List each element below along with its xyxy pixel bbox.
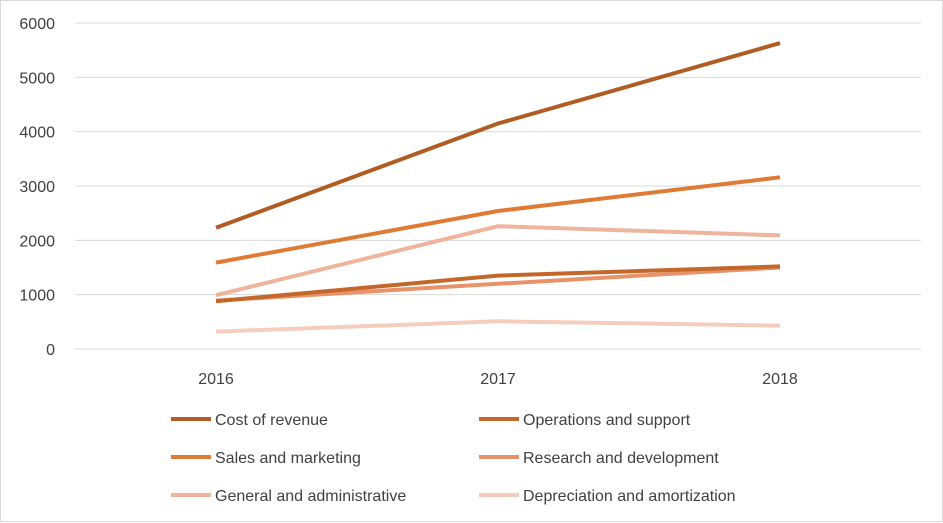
x-tick-label-2016: 2016 (198, 371, 234, 388)
y-tick-label-4000: 4000 (19, 125, 55, 142)
series-line-depreciation-and-amortization (215, 319, 781, 334)
x-axis: 2016 2017 2018 (198, 371, 798, 388)
series-line-operations-and-support (215, 264, 781, 304)
y-tick-label-6000: 6000 (19, 16, 55, 33)
legend-label-depreciation-and-amortization: Depreciation and amortization (523, 488, 736, 505)
x-tick-label-2018: 2018 (762, 371, 798, 388)
y-tick-label-2000: 2000 (19, 233, 55, 250)
legend-label-cost-of-revenue: Cost of revenue (215, 412, 328, 429)
y-tick-label-3000: 3000 (19, 179, 55, 196)
legend-label-general-and-administrative: General and administrative (215, 488, 406, 505)
series-line-sales-and-marketing (215, 175, 781, 265)
gridlines (75, 22, 921, 350)
legend: Cost of revenue Operations and support Sal… (171, 412, 736, 505)
series-line-general-and-administrative (215, 224, 781, 298)
x-tick-label-2017: 2017 (480, 371, 516, 388)
y-axis: 0 1000 2000 3000 4000 5000 6000 (19, 16, 55, 359)
legend-label-research-and-development: Research and development (523, 450, 719, 467)
y-tick-label-1000: 1000 (19, 288, 55, 305)
series-line-cost-of-revenue (215, 41, 781, 230)
series-line-research-and-development (215, 265, 781, 303)
legend-label-operations-and-support: Operations and support (523, 412, 691, 429)
legend-label-sales-and-marketing: Sales and marketing (215, 450, 361, 467)
y-tick-label-0: 0 (46, 342, 55, 359)
y-tick-label-5000: 5000 (19, 70, 55, 87)
series-lines (215, 41, 781, 334)
